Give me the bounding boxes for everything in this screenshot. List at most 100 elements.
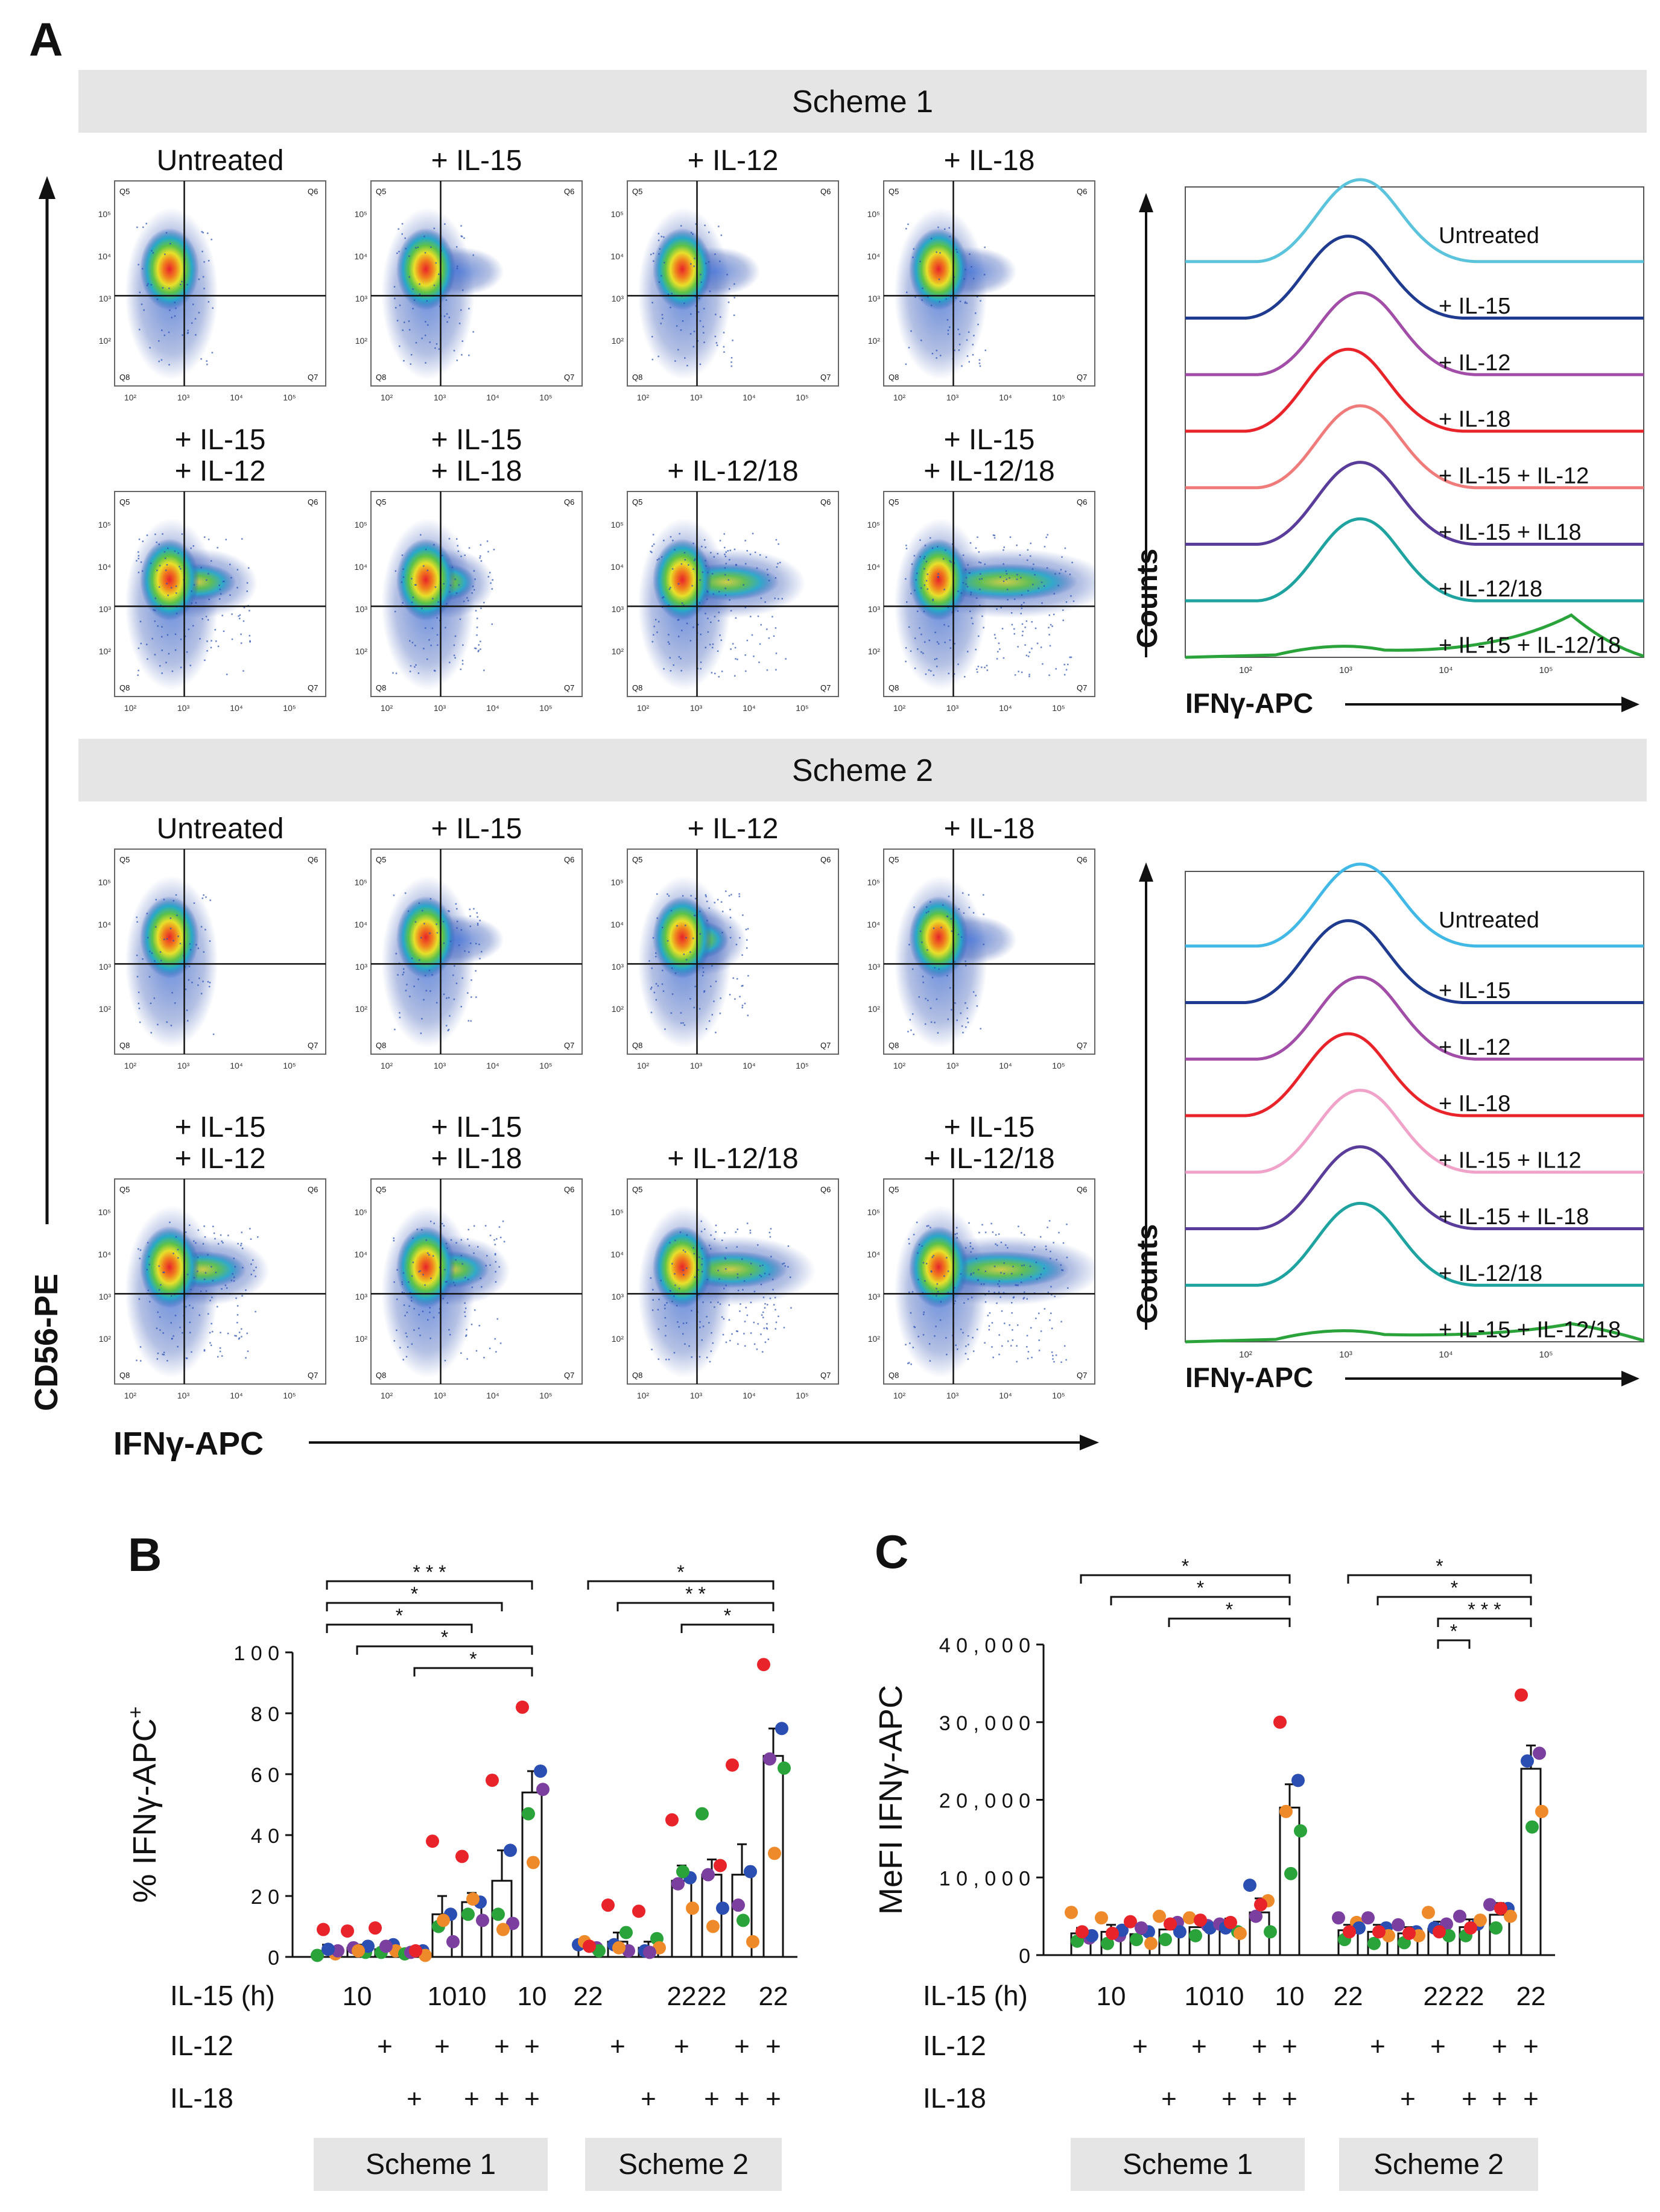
density-speck (157, 1023, 159, 1026)
density-speck (399, 305, 401, 306)
density-speck (174, 649, 177, 651)
density-speck (227, 1332, 229, 1335)
density-speck (1003, 549, 1004, 551)
density-speck (1017, 646, 1019, 648)
density-speck (983, 1283, 985, 1285)
density-speck (911, 563, 913, 565)
density-speck (712, 1342, 714, 1344)
density-speck (148, 976, 151, 978)
quadrant-label-q6: Q6 (564, 855, 574, 864)
density-speck (197, 1229, 200, 1231)
density-speck (1050, 1250, 1051, 1253)
density-speck (428, 639, 430, 641)
density-speck (211, 238, 212, 241)
density-speck (1017, 1324, 1019, 1326)
density-speck (393, 1240, 395, 1242)
density-speck (653, 625, 655, 628)
density-speck (1010, 1301, 1013, 1304)
density-speck (998, 1233, 1000, 1235)
density-speck (494, 1243, 496, 1245)
density-speck (197, 1256, 199, 1259)
row-value-il15: 10 (518, 1982, 547, 2011)
quadrant-label-q5: Q5 (889, 1185, 899, 1194)
density-speck (942, 558, 945, 560)
density-speck (992, 534, 995, 536)
hist-ifng-axis-label: IFNγ-APC (1185, 1362, 1313, 1393)
density-speck (767, 574, 769, 576)
density-speck (197, 947, 200, 949)
density-speck (455, 1242, 457, 1244)
density-speck (699, 579, 701, 581)
flow-y-tick-label: 10³ (355, 962, 368, 972)
density-speck (425, 1239, 428, 1241)
density-speck (1049, 1319, 1051, 1321)
density-speck (1051, 1294, 1053, 1296)
density-speck (417, 246, 419, 248)
density-speck (998, 1334, 1000, 1336)
density-speck (174, 302, 176, 303)
density-speck (241, 1295, 243, 1297)
density-speck (478, 644, 480, 646)
density-speck (142, 958, 144, 960)
density-speck (198, 278, 200, 280)
density-speck (957, 934, 960, 935)
data-point (1474, 1913, 1487, 1927)
density-speck (918, 1243, 920, 1246)
density-speck (447, 1029, 449, 1032)
density-speck (458, 584, 460, 586)
density-speck (921, 941, 923, 943)
density-speck (1048, 634, 1050, 636)
density-speck (417, 978, 419, 981)
density-speck (742, 1289, 744, 1291)
density-speck (671, 993, 674, 995)
data-point (775, 1722, 788, 1736)
density-speck (151, 250, 153, 252)
density-speck (689, 640, 692, 642)
flow-x-tick-label: 10³ (434, 1061, 446, 1070)
density-speck (1065, 601, 1068, 603)
flow-y-tick-label: 10³ (612, 294, 624, 303)
density-speck (156, 1327, 158, 1329)
density-speck (462, 289, 464, 291)
density-speck (426, 569, 429, 572)
density-speck (916, 1221, 918, 1224)
density-speck (979, 365, 981, 367)
density-speck (189, 665, 192, 666)
density-speck (920, 587, 922, 589)
density-speck (1013, 633, 1016, 635)
density-speck (711, 965, 713, 967)
density-speck (203, 894, 204, 896)
density-speck (414, 584, 416, 586)
density-speck (403, 1304, 405, 1306)
density-speck (987, 1315, 989, 1316)
density-speck (674, 1285, 676, 1286)
data-point (492, 1907, 505, 1921)
density-speck (699, 1008, 701, 1010)
density-speck (705, 546, 706, 548)
density-speck (702, 1326, 705, 1327)
density-speck (730, 648, 732, 650)
density-speck (480, 555, 481, 557)
density-speck (396, 1298, 398, 1300)
density-speck (222, 580, 224, 583)
density-speck (209, 1300, 211, 1301)
density-speck (739, 996, 741, 997)
density-speck (431, 627, 434, 630)
quadrant-label-q5: Q5 (119, 498, 130, 507)
density-speck (445, 627, 446, 629)
density-speck (725, 890, 727, 893)
density-speck (1040, 646, 1042, 648)
quadrant-label-q6: Q6 (1077, 187, 1087, 196)
density-speck (684, 1251, 686, 1253)
data-point (369, 1921, 382, 1935)
density-speck (981, 1224, 983, 1226)
density-speck (705, 560, 706, 561)
density-speck (705, 262, 707, 264)
panel-label-b: B (128, 1528, 162, 1581)
density-speck (930, 670, 932, 672)
density-speck (661, 314, 664, 316)
flow-y-tick-label: 10² (612, 646, 624, 656)
density-speck (1005, 570, 1007, 572)
row-value-il18: + (524, 2084, 540, 2114)
density-speck (735, 564, 737, 566)
